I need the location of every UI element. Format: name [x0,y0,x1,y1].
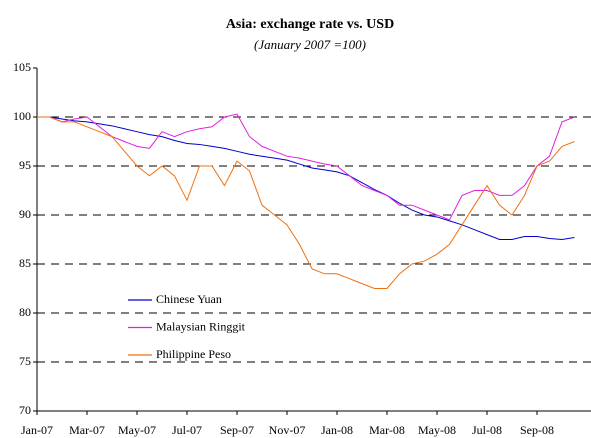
chart-title: Asia: exchange rate vs. USD [226,17,394,32]
x-tick-label: Jul-07 [172,423,202,437]
series-line [37,116,575,241]
x-tick-label: Jan-08 [321,423,353,437]
x-tick-label: Sep-08 [520,423,554,437]
x-tick-label: Jan-07 [21,423,53,437]
legend-label: Philippine Peso [156,347,231,361]
y-tick-label: 95 [19,158,31,172]
x-tick-label: May-07 [118,423,156,437]
y-tick-label: 90 [19,207,31,221]
x-tick-label: Jul-08 [472,423,502,437]
x-tick-label: Mar-07 [69,423,105,437]
y-tick-label: 100 [13,109,31,123]
chart-subtitle: (January 2007 =100) [254,37,366,52]
y-tick-label: 105 [13,60,31,74]
y-tick-label: 85 [19,256,31,270]
x-tick-label: Nov-07 [269,423,306,437]
legend-label: Malaysian Ringgit [156,319,246,333]
x-tick-label: May-08 [418,423,456,437]
y-tick-label: 70 [19,403,31,417]
legend-label: Chinese Yuan [156,292,222,306]
x-tick-label: Sep-07 [220,423,254,437]
x-tick-label: Mar-08 [369,423,405,437]
y-tick-label: 75 [19,354,31,368]
series-line [37,113,575,221]
series-line [37,116,575,289]
y-tick-label: 80 [19,305,31,319]
